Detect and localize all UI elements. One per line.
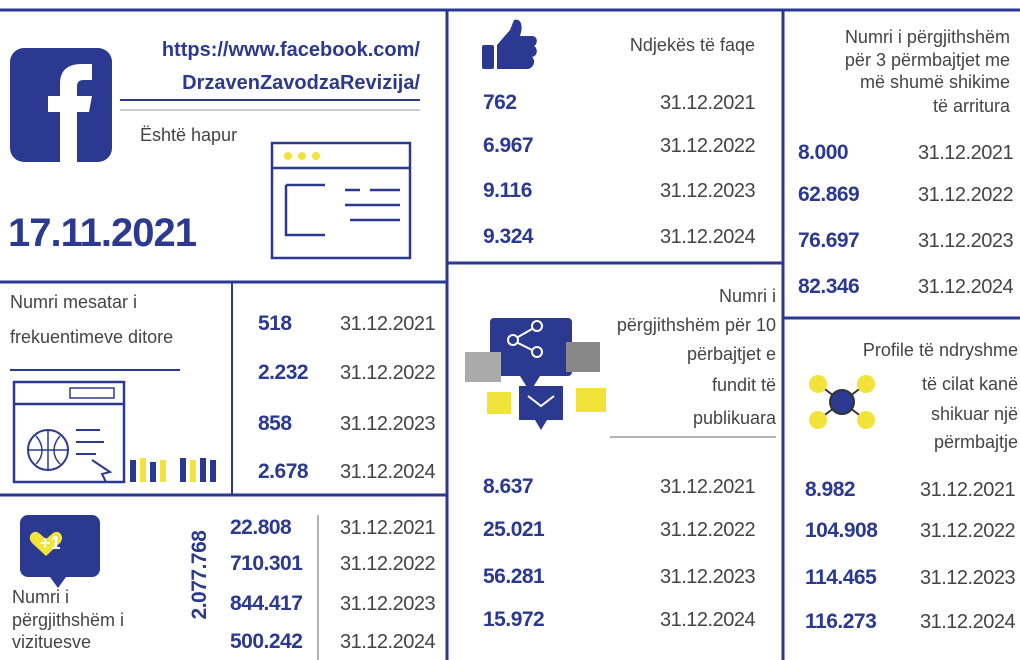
date: 31.12.2021 — [918, 142, 1014, 164]
label: të arritura — [932, 96, 1010, 116]
value: 710.301 — [230, 552, 303, 575]
date: 31.12.2022 — [340, 553, 436, 575]
value: 518 — [258, 312, 292, 335]
date: 31.12.2024 — [340, 461, 436, 483]
date: 31.12.2022 — [918, 184, 1014, 206]
value: 82.346 — [798, 275, 860, 298]
date: 31.12.2021 — [660, 92, 756, 114]
value: 104.908 — [805, 519, 878, 542]
date: 31.12.2023 — [918, 230, 1014, 252]
value: 6.967 — [483, 134, 534, 157]
value: 15.972 — [483, 608, 545, 631]
opened-date: 17.11.2021 — [8, 211, 197, 255]
value: 8.982 — [805, 478, 856, 501]
value: 76.697 — [798, 229, 860, 252]
label: fundit të — [711, 375, 776, 395]
date: 31.12.2021 — [340, 313, 436, 335]
date: 31.12.2024 — [660, 226, 756, 248]
label: shikuar një — [930, 404, 1018, 424]
value: 116.273 — [805, 610, 877, 633]
icon-label: +1 — [40, 533, 61, 553]
opened-label: Është hapur — [140, 125, 238, 145]
date: 31.12.2022 — [660, 135, 756, 157]
date: 31.12.2021 — [340, 517, 436, 539]
date: 31.12.2023 — [920, 567, 1016, 589]
label: frekuentimeve ditore — [10, 327, 174, 347]
value: 25.021 — [483, 518, 545, 541]
date: 31.12.2022 — [920, 520, 1016, 542]
label: publikuara — [692, 408, 776, 428]
value: 62.869 — [798, 183, 860, 206]
date: 31.12.2022 — [340, 362, 436, 384]
value: 9.324 — [483, 225, 534, 248]
label: përgjithshëm për 10 — [616, 315, 776, 335]
date: 31.12.2024 — [660, 609, 756, 631]
value: 114.465 — [805, 566, 877, 589]
url: DrzavenZavodzaRevizija/ — [182, 72, 420, 94]
date: 31.12.2021 — [660, 476, 756, 498]
value: 9.116 — [483, 179, 532, 202]
value: 2.232 — [258, 361, 309, 384]
date: 31.12.2024 — [918, 276, 1014, 298]
date: 31.12.2024 — [340, 631, 436, 653]
label: përbajtjet e — [686, 344, 776, 364]
value: 858 — [258, 412, 292, 435]
label: Numri i — [12, 587, 69, 607]
value: 2.678 — [258, 460, 309, 483]
followers-label: Ndjekës të faqe — [629, 35, 755, 55]
label: të cilat kanë — [921, 374, 1018, 394]
value: 844.417 — [230, 592, 303, 615]
url: https://www.facebook.com/ — [161, 39, 420, 61]
date: 31.12.2022 — [660, 519, 756, 541]
label: Numri i — [719, 286, 776, 306]
date: 31.12.2021 — [920, 479, 1016, 501]
value: 8.637 — [483, 475, 534, 498]
label: më shumë shikime — [859, 72, 1010, 92]
date: 31.12.2023 — [660, 566, 756, 588]
value: 22.808 — [230, 516, 292, 539]
label: Numri mesatar i — [10, 292, 138, 312]
label: Numri i përgjithshëm — [844, 27, 1010, 47]
value: 8.000 — [798, 141, 849, 164]
date: 31.12.2023 — [340, 593, 436, 615]
label: përmbajtje — [933, 432, 1018, 452]
date: 31.12.2023 — [340, 413, 436, 435]
date: 31.12.2024 — [920, 611, 1016, 633]
label: për 3 përmbajtjet me — [844, 50, 1010, 70]
value: 500.242 — [230, 630, 303, 653]
label: vizituesve — [12, 632, 92, 652]
value: 762 — [483, 91, 517, 114]
label: përgjithshëm i — [12, 610, 125, 630]
value: 56.281 — [483, 565, 545, 588]
visitors-total: 2.077.768 — [188, 530, 211, 620]
date: 31.12.2023 — [660, 180, 756, 202]
label: Profile të ndryshme — [862, 340, 1018, 360]
